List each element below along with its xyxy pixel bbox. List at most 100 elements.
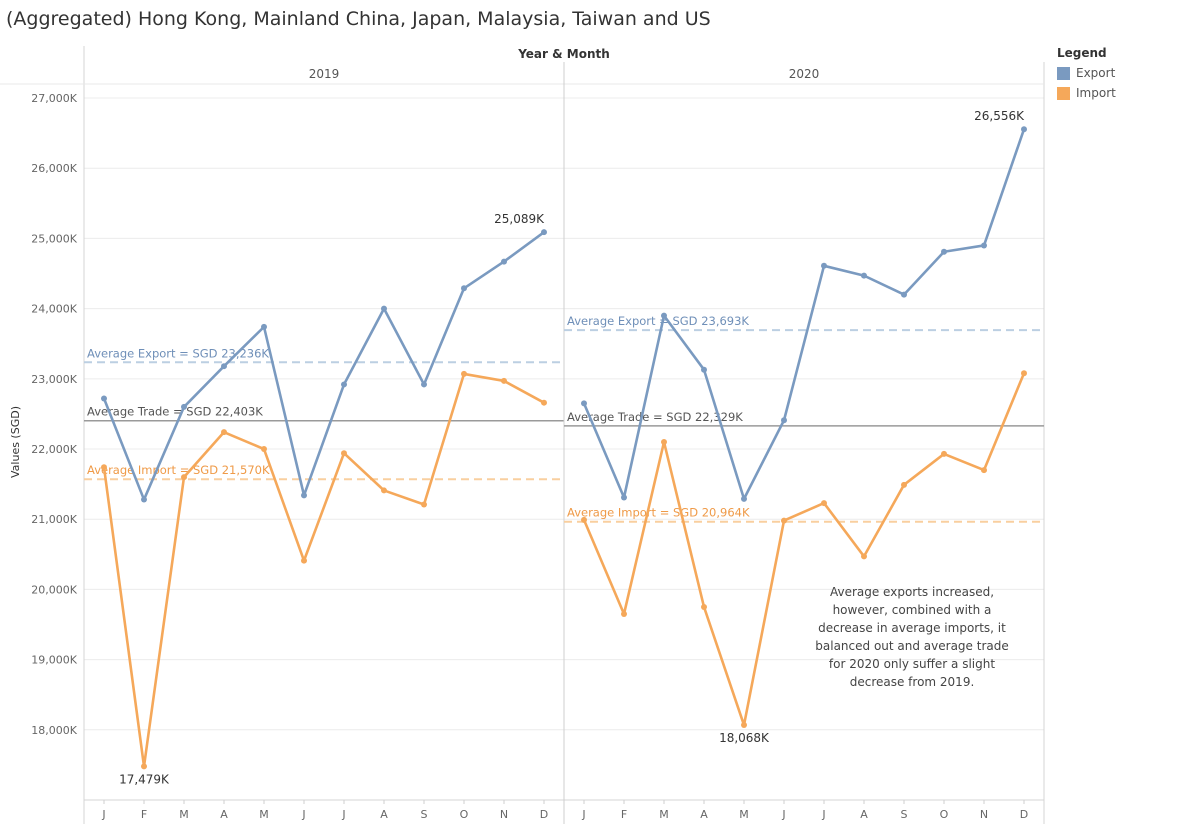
reference-line-label: Average Trade = SGD 22,329K [567, 410, 743, 424]
data-point-import [621, 610, 627, 617]
reference-line-label: Average Export = SGD 23,236K [87, 346, 269, 360]
y-tick-label: 22,000K [31, 443, 77, 456]
x-tick-label: J [781, 808, 785, 821]
data-point-import [141, 763, 147, 770]
x-tick-label: A [860, 808, 868, 821]
y-tick-label: 19,000K [31, 654, 77, 667]
annotation-text: decrease from 2019. [850, 675, 975, 689]
legend-swatch-import [1057, 86, 1070, 100]
data-point-import [541, 399, 547, 406]
data-point-import [381, 487, 387, 494]
data-point-export [301, 492, 307, 499]
x-tick-label: O [460, 808, 469, 821]
y-axis-title: Values (SGD) [9, 406, 22, 478]
x-tick-label: A [220, 808, 228, 821]
data-point-import [181, 474, 187, 481]
x-tick-label: M [259, 808, 269, 821]
reference-line-label: Average Trade = SGD 22,403K [87, 405, 263, 419]
data-point-import [661, 439, 667, 445]
x-tick-label: J [301, 808, 305, 821]
data-point-export [221, 363, 227, 370]
x-tick-label: N [980, 808, 988, 821]
data-point-import [501, 377, 507, 384]
x-tick-label: J [341, 808, 345, 821]
column-header: Year & Month [517, 47, 610, 61]
data-point-import [581, 516, 587, 523]
data-point-export [341, 381, 347, 388]
data-point-import [101, 464, 107, 471]
y-tick-label: 23,000K [31, 373, 77, 386]
data-label: 17,479K [119, 772, 170, 786]
data-point-import [701, 603, 707, 610]
legend-item-export[interactable]: Export [1057, 63, 1116, 83]
data-point-export [581, 400, 587, 407]
data-point-import [301, 557, 307, 564]
data-label: 25,089K [494, 212, 545, 226]
data-point-export [661, 312, 667, 319]
x-tick-label: S [901, 808, 908, 821]
legend: Legend Export Import [1057, 46, 1116, 103]
panel-year-label: 2019 [309, 67, 340, 81]
data-point-import [741, 722, 747, 729]
data-point-export [461, 285, 467, 292]
y-tick-label: 26,000K [31, 162, 77, 175]
x-tick-label: N [500, 808, 508, 821]
data-label: 26,556K [974, 109, 1025, 123]
reference-line-label: Average Import = SGD 20,964K [567, 506, 750, 520]
data-point-import [981, 467, 987, 474]
data-point-export [941, 248, 947, 255]
reference-line-label: Average Import = SGD 21,570K [87, 463, 270, 477]
chart-title: (Aggregated) Hong Kong, Mainland China, … [6, 8, 711, 30]
legend-label-import: Import [1076, 86, 1116, 100]
y-tick-label: 18,000K [31, 724, 77, 737]
x-tick-label: M [739, 808, 749, 821]
series-line-export [102, 231, 545, 501]
x-tick-label: S [421, 808, 428, 821]
data-point-import [421, 501, 427, 508]
y-tick-label: 21,000K [31, 513, 77, 526]
data-point-export [261, 323, 267, 330]
x-tick-label: M [659, 808, 669, 821]
data-point-export [821, 262, 827, 269]
annotation-text: Average exports increased, [830, 585, 994, 599]
annotation-text: for 2020 only suffer a slight [829, 657, 995, 671]
data-point-export [421, 381, 427, 388]
x-tick-label: J [581, 808, 585, 821]
x-tick-label: F [621, 808, 627, 821]
data-point-export [621, 494, 627, 501]
data-point-import [1021, 370, 1027, 377]
data-point-export [181, 403, 187, 410]
annotation-text: balanced out and average trade [815, 639, 1008, 653]
legend-item-import[interactable]: Import [1057, 83, 1116, 103]
data-point-export [141, 496, 147, 503]
x-tick-label: A [380, 808, 388, 821]
series-line-import [102, 372, 545, 768]
data-point-export [1021, 126, 1027, 133]
data-point-export [101, 395, 107, 402]
panel-year-label: 2020 [789, 67, 820, 81]
legend-swatch-export [1057, 66, 1070, 80]
data-point-import [821, 500, 827, 507]
x-tick-label: J [101, 808, 105, 821]
annotation-text: however, combined with a [833, 603, 992, 617]
data-point-export [381, 305, 387, 312]
x-tick-label: J [821, 808, 825, 821]
data-point-export [901, 291, 907, 298]
data-point-export [541, 229, 547, 236]
x-tick-label: F [141, 808, 147, 821]
legend-title: Legend [1057, 46, 1107, 60]
data-point-export [981, 242, 987, 249]
x-tick-label: D [540, 808, 548, 821]
y-tick-label: 20,000K [31, 583, 77, 596]
data-point-export [781, 417, 787, 424]
data-point-import [901, 481, 907, 488]
x-tick-label: A [700, 808, 708, 821]
data-point-import [861, 553, 867, 560]
data-point-export [861, 272, 867, 279]
y-tick-label: 25,000K [31, 232, 77, 245]
data-point-export [501, 258, 507, 265]
data-point-export [741, 495, 747, 502]
x-tick-label: M [179, 808, 189, 821]
y-tick-label: 24,000K [31, 303, 77, 316]
